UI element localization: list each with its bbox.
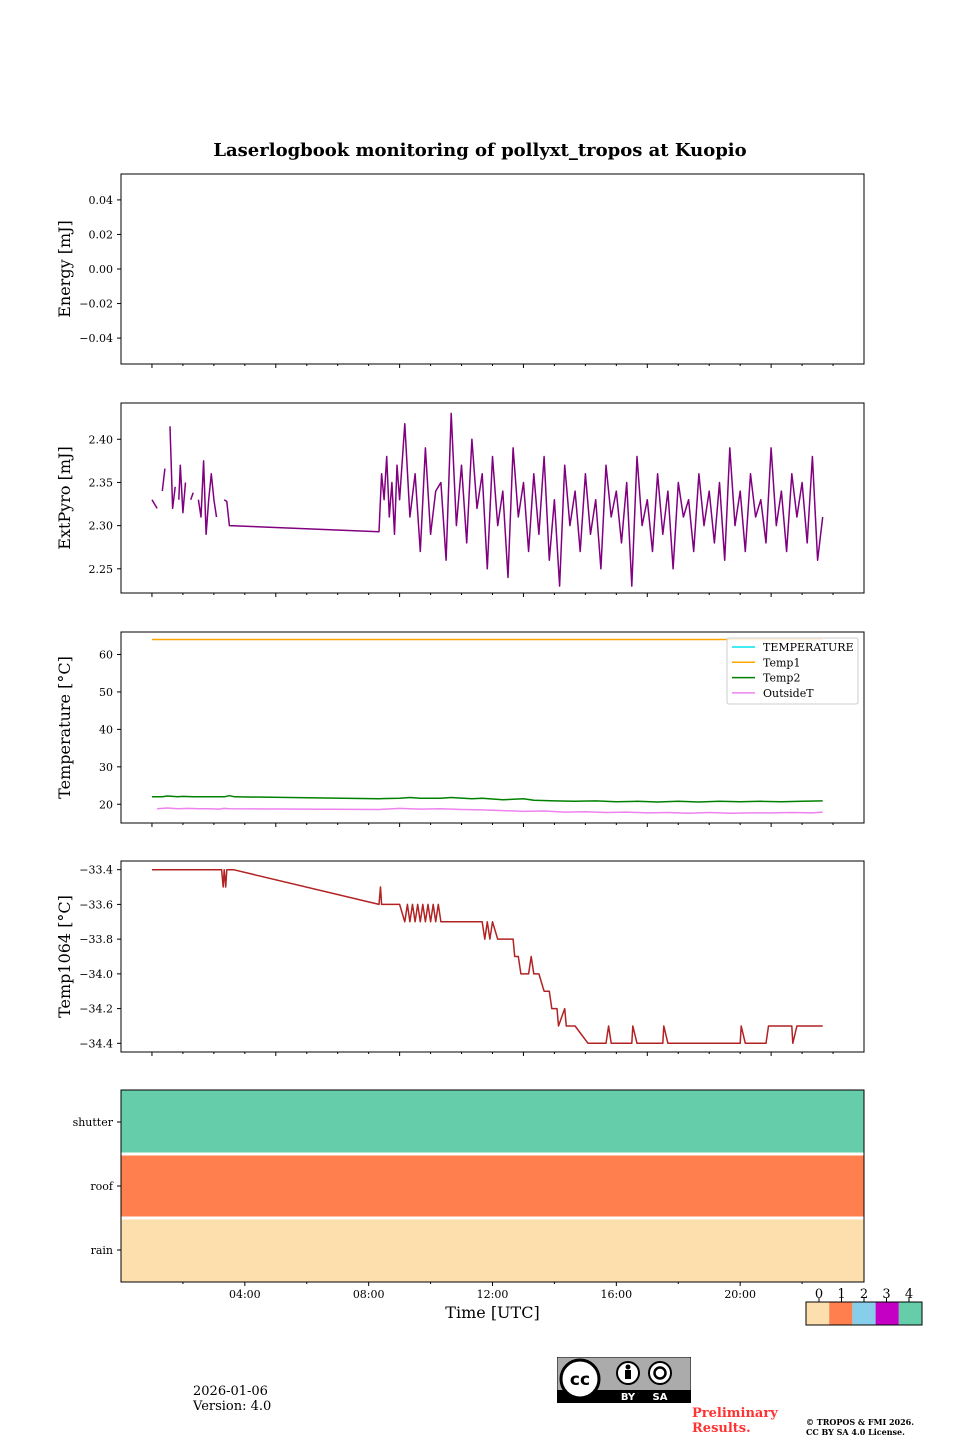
- axes-background: [121, 174, 864, 364]
- ytick-label: −33.8: [79, 933, 113, 946]
- y-axis-label: Temperature [°C]: [55, 656, 74, 799]
- ytick-label: −34.2: [79, 1003, 113, 1016]
- ytick-label: 60: [99, 648, 113, 661]
- colorbar-cell: [806, 1302, 830, 1325]
- ytick-label: 2.35: [89, 476, 114, 489]
- row-label-rain: rain: [91, 1244, 113, 1257]
- ytick-label: 0.04: [89, 194, 114, 207]
- copyright-notice: © TROPOS & FMI 2026. CC BY SA 4.0 Licens…: [806, 1417, 915, 1437]
- sa-icon: [648, 1361, 672, 1385]
- ytick-label: 30: [99, 761, 113, 774]
- x-axis-label: Time [UTC]: [445, 1303, 539, 1322]
- panel-temp1064: −33.4 −33.6 −33.8 −34.0 −34.2 −34.4 Temp1064 […: [55, 860, 865, 1056]
- xtick-label: 16:00: [600, 1288, 632, 1301]
- ytick-label: −33.4: [79, 864, 113, 877]
- colorbar-tick-label: 0: [815, 1287, 823, 1302]
- colorbar-tick-label: 3: [882, 1287, 890, 1302]
- series-line-outsidet: [157, 807, 823, 815]
- legend-frame: [726, 637, 859, 705]
- ytick-label: 40: [99, 723, 113, 736]
- axes-background: [121, 861, 864, 1052]
- colorbar-cell: [898, 1302, 922, 1325]
- legend-entry: TEMPERATURE: [763, 641, 854, 654]
- xtick-label: 12:00: [477, 1288, 509, 1301]
- legend: TEMPERATURE Temp1 Temp2 OutsideT: [726, 637, 859, 705]
- panel-temperature: 60 50 40 30 20 Temperature [°C] TEMPERATURE Tem…: [55, 631, 865, 827]
- axes-background: [121, 403, 864, 593]
- colorbar-cell: [875, 1302, 899, 1325]
- svg-text:cc: cc: [570, 1370, 590, 1390]
- ytick-label: 20: [99, 798, 113, 811]
- colorbar-tick-label: 1: [837, 1287, 845, 1302]
- ytick-label: 0.02: [89, 228, 114, 241]
- svg-text:SA: SA: [653, 1392, 668, 1403]
- panel-flags: shutter roof rain 04:00 08:00 12:00 16:00 20:00…: [73, 1089, 923, 1326]
- ytick-label: 2.25: [89, 563, 114, 576]
- flag-row-roof: [121, 1155, 864, 1217]
- ytick-label: −34.4: [79, 1037, 113, 1050]
- ytick-label: 2.40: [89, 433, 114, 446]
- cc-license-badge: cc BY SA: [557, 1357, 691, 1403]
- legend-entry: OutsideT: [763, 687, 814, 700]
- panel-extpyro: 2.40 2.35 2.30 2.25 ExtPyro [mJ]: [55, 402, 865, 597]
- ytick-label: 50: [99, 686, 113, 699]
- row-label-shutter: shutter: [73, 1116, 114, 1129]
- flag-row-shutter: [121, 1090, 864, 1153]
- cc-icon: [559, 1358, 601, 1400]
- flag-row-rain: [121, 1219, 864, 1282]
- xtick-label: 08:00: [353, 1288, 385, 1301]
- xtick-label: 20:00: [724, 1288, 756, 1301]
- y-axis-label: Temp1064 [°C]: [55, 895, 74, 1018]
- version-block: 2026-01-06 Version: 4.0: [193, 1384, 271, 1414]
- legend-entry: Temp2: [763, 672, 800, 685]
- ytick-label: −33.6: [79, 898, 113, 911]
- y-axis-label: ExtPyro [mJ]: [55, 446, 74, 549]
- version-label: Version: 4.0: [193, 1399, 272, 1414]
- series-line-extpyro: [151, 412, 824, 587]
- y-axis-label: Energy [mJ]: [55, 220, 74, 318]
- panel-energy: 0.04 0.02 0.00 −0.02 −0.04 Energy [mJ]: [55, 173, 865, 368]
- ytick-label: −34.0: [79, 968, 113, 981]
- legend-entry: Temp1: [763, 656, 800, 669]
- ytick-label: −0.02: [79, 298, 113, 311]
- xtick-label: 04:00: [229, 1288, 261, 1301]
- date-label: 2026-01-06: [193, 1384, 268, 1399]
- row-label-roof: roof: [90, 1180, 114, 1193]
- svg-text:BY: BY: [621, 1392, 636, 1403]
- colorbar-cell: [829, 1302, 853, 1325]
- colorbar-tick-label: 4: [905, 1287, 913, 1302]
- ytick-label: 2.30: [89, 520, 114, 533]
- colorbar-cell: [852, 1302, 876, 1325]
- ytick-label: 0.00: [89, 263, 114, 276]
- ytick-label: −0.04: [79, 332, 113, 345]
- preliminary-notice: Preliminary Results.: [692, 1406, 778, 1436]
- colorbar-tick-label: 2: [860, 1287, 868, 1302]
- series-line-temp1064: [152, 868, 823, 1045]
- figure-title: Laserlogbook monitoring of pollyxt_tropo…: [213, 140, 747, 161]
- series-line-temp2: [152, 794, 823, 803]
